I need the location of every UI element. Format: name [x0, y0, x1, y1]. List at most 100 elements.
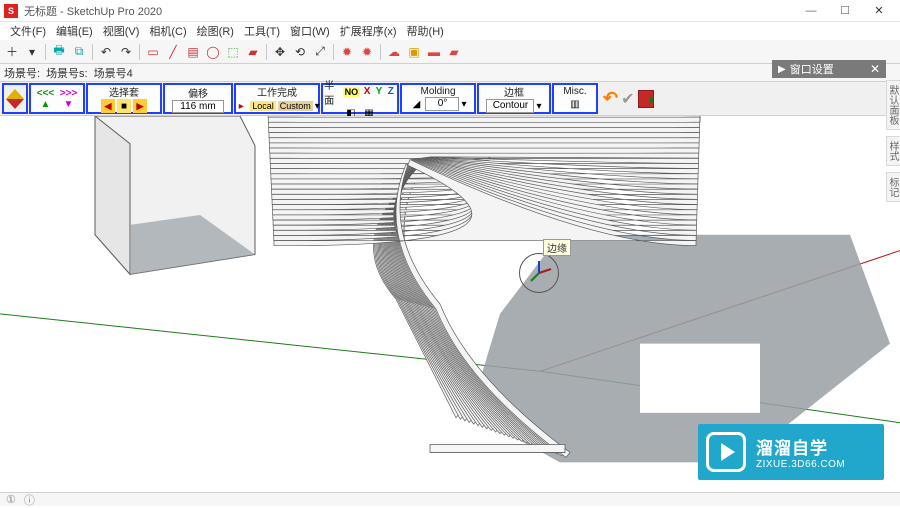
axis-y[interactable]: Y [374, 86, 384, 97]
folder-icon[interactable]: ▬ [425, 43, 443, 61]
scale-icon[interactable]: ⤢ [311, 43, 329, 61]
flag-icon[interactable]: ▸ [234, 99, 248, 113]
select-icon[interactable]: ▭ [144, 43, 162, 61]
app-icon: S [4, 4, 18, 18]
stack-arrows[interactable] [2, 83, 28, 114]
status-bar: ① ⓘ [0, 492, 900, 506]
menu-window[interactable]: 窗口(W) [286, 23, 334, 39]
scene-tag-row: 场景号: 场景号s: 场景号4 [0, 64, 900, 82]
offset-input[interactable]: 116 mm [172, 100, 224, 113]
right-edge-tabs: 默认面板 样式 标记 [886, 80, 900, 202]
menu-ext[interactable]: 扩展程序(x) [336, 23, 401, 39]
axis-z[interactable]: Z [386, 86, 396, 97]
gear2-icon[interactable]: ✹ [358, 43, 376, 61]
select-group[interactable]: 选择套 ◀ ■ ▶ [86, 83, 162, 114]
window-controls: — ☐ ✕ [794, 1, 896, 21]
stack-up-icon[interactable] [6, 89, 24, 99]
scene-prefix-1: 场景号: [4, 65, 40, 81]
menu-tools[interactable]: 工具(T) [240, 23, 284, 39]
axis-x[interactable]: X [362, 86, 372, 97]
open-icon[interactable]: ▾ [23, 43, 41, 61]
status-icon-2[interactable]: ⓘ [24, 492, 35, 508]
close-button[interactable]: ✕ [862, 1, 896, 21]
push-icon[interactable]: ⬚ [224, 43, 242, 61]
exit-door-icon[interactable] [638, 90, 654, 108]
menu-view[interactable]: 视图(V) [99, 23, 144, 39]
sel-mid-icon[interactable]: ■ [117, 99, 131, 113]
panel-title: 窗口设置 [790, 61, 834, 77]
no-tag[interactable]: NO [343, 87, 361, 97]
new-icon[interactable]: ＋ [3, 43, 21, 61]
offset-header: 偏移 [188, 85, 208, 100]
menu-help[interactable]: 帮助(H) [403, 23, 448, 39]
layer-icon[interactable]: ⧉ [70, 43, 88, 61]
move-icon[interactable]: ✥ [271, 43, 289, 61]
circle-icon[interactable]: ◯ [204, 43, 222, 61]
sel-right-icon[interactable]: ▶ [133, 99, 147, 113]
slot-header: 边框 [504, 84, 524, 99]
apply-check-icon[interactable]: ✔ [621, 89, 634, 109]
watermark-url: ZIXUE.3D66.COM [756, 459, 845, 470]
tab-default-tray[interactable]: 默认面板 [886, 80, 900, 130]
select-header: 选择套 [109, 84, 139, 99]
sel-left-icon[interactable]: ◀ [101, 99, 115, 113]
molding-icon[interactable]: ◢ [409, 97, 423, 111]
main-toolbar: ＋▾🖶⧉↶↷▭╱▤◯⬚▰✥⟲⤢✹✹☁▣▬▰ [0, 40, 900, 64]
orbit-cursor [519, 253, 559, 293]
offset-group[interactable]: 偏移 116 mm [163, 83, 233, 114]
scene-label[interactable]: 场景号4 [94, 65, 133, 81]
line-icon[interactable]: ╱ [164, 43, 182, 61]
misc-group[interactable]: Misc. ▥ [552, 83, 598, 114]
custom-tag[interactable]: Custom [278, 101, 313, 111]
tab-tags[interactable]: 标记 [886, 172, 900, 202]
complete-group[interactable]: 工作完成 ▸ Local Custom ▾ [234, 83, 320, 114]
rotate-icon[interactable]: ⟲ [291, 43, 309, 61]
axes-header: 半面 [324, 77, 340, 107]
play-icon [706, 432, 746, 472]
molding-dd-icon[interactable]: ▾ [461, 99, 466, 110]
slot-group[interactable]: 边框 Contour ▾ [477, 83, 551, 114]
undo-icon[interactable]: ↶ [97, 43, 115, 61]
dropdown-icon[interactable]: ▾ [315, 101, 320, 112]
misc-header: Misc. [563, 86, 586, 97]
slot-input[interactable]: Contour [486, 99, 534, 113]
menu-edit[interactable]: 编辑(E) [52, 23, 97, 39]
menu-file[interactable]: 文件(F) [6, 23, 50, 39]
molding-input[interactable]: 0° [425, 97, 459, 111]
window-title: 无标题 - SketchUp Pro 2020 [24, 3, 162, 19]
print-icon[interactable]: 🖶 [50, 43, 68, 61]
watermark-title: 溜溜自学 [756, 434, 845, 459]
paint-icon[interactable]: ▰ [244, 43, 262, 61]
gear1-icon[interactable]: ✹ [338, 43, 356, 61]
scene-prefix-2: 场景号s: [46, 65, 88, 81]
right-panel-header[interactable]: ▶ 窗口设置 ✕ [772, 60, 886, 78]
menu-camera[interactable]: 相机(C) [145, 23, 190, 39]
redo-icon[interactable]: ↷ [117, 43, 135, 61]
undo-arrow-icon[interactable]: ↶ [603, 88, 618, 109]
axes-group[interactable]: 半面 NO X Y Z ◧ ▦ [321, 83, 399, 114]
stack-down-icon[interactable] [6, 99, 24, 109]
status-icon-1[interactable]: ① [6, 493, 16, 506]
plugin-toolbar: <<<>>> ▲▼ 选择套 ◀ ■ ▶ 偏移 116 mm 工作完成 ▸ Loc… [0, 82, 900, 116]
cam-icon[interactable]: ▰ [445, 43, 463, 61]
molding-header: Molding [420, 86, 455, 97]
panel-close-icon[interactable]: ✕ [870, 62, 880, 76]
panel-arrow-icon[interactable]: ▶ [778, 64, 786, 75]
slot-dd-icon[interactable]: ▾ [536, 101, 541, 112]
watermark-badge: 溜溜自学 ZIXUE.3D66.COM [698, 424, 884, 480]
molding-group[interactable]: Molding ◢ 0° ▾ [400, 83, 476, 114]
cloud-icon[interactable]: ☁ [385, 43, 403, 61]
menu-draw[interactable]: 绘图(R) [193, 23, 238, 39]
tooltip: 边缘 [543, 239, 571, 256]
nav-group[interactable]: <<<>>> ▲▼ [29, 83, 85, 114]
menu-bar: 文件(F) 编辑(E) 视图(V) 相机(C) 绘图(R) 工具(T) 窗口(W… [0, 22, 900, 40]
rect-icon[interactable]: ▤ [184, 43, 202, 61]
maximize-button[interactable]: ☐ [828, 1, 862, 21]
misc-icon[interactable]: ▥ [568, 97, 582, 111]
minimize-button[interactable]: — [794, 1, 828, 21]
action-icons: ↶ ✔ [599, 83, 658, 114]
tab-styles[interactable]: 样式 [886, 136, 900, 166]
title-bar: S 无标题 - SketchUp Pro 2020 — ☐ ✕ [0, 0, 900, 22]
box-icon[interactable]: ▣ [405, 43, 423, 61]
local-tag[interactable]: Local [250, 101, 276, 111]
